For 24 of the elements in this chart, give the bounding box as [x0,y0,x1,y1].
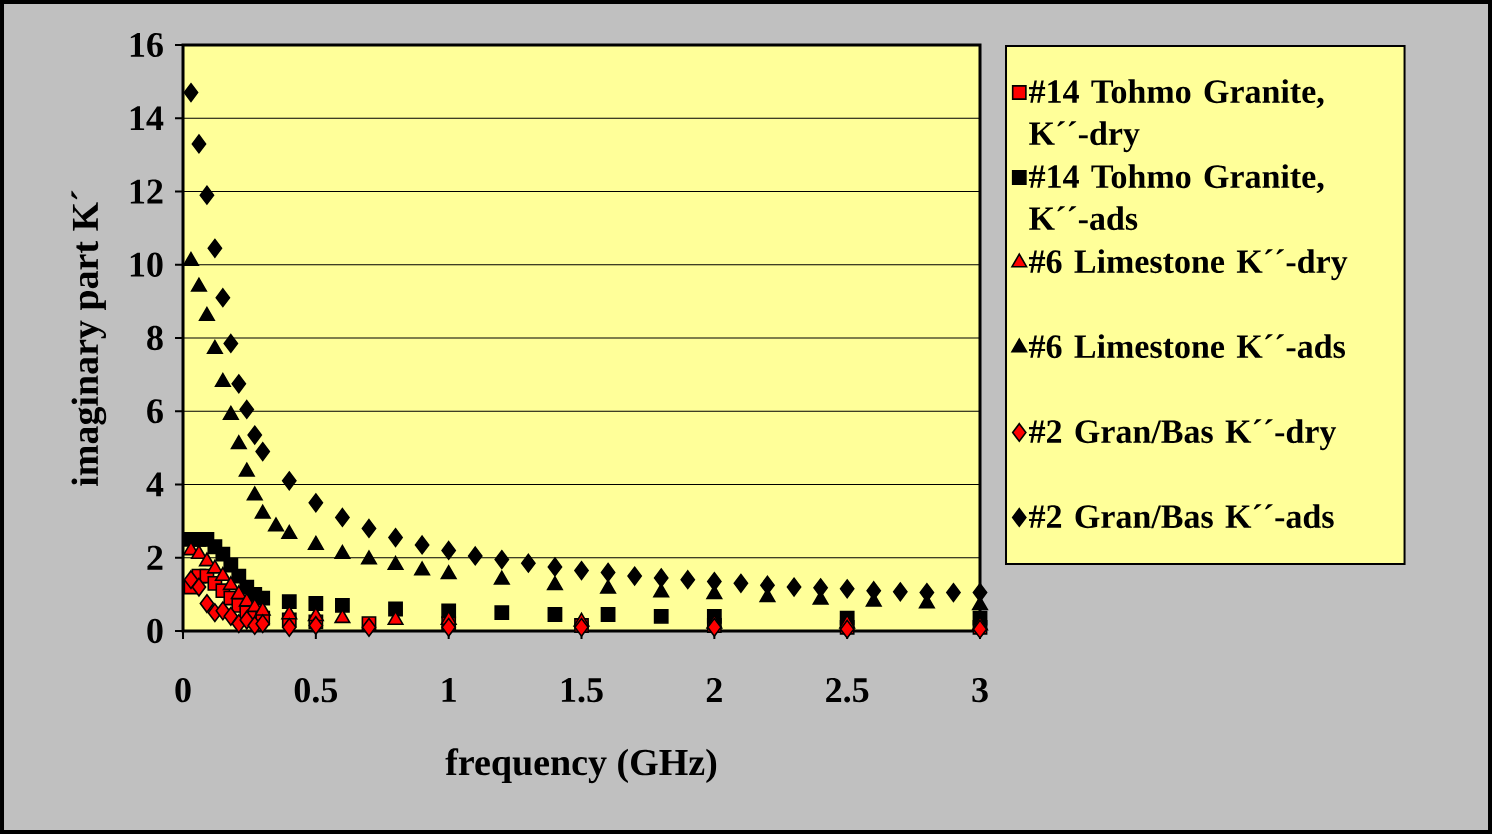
x-tick-label: 2 [706,678,722,702]
y-tick-label: 0 [147,618,163,644]
y-axis-title: imaginary part K´ [71,190,107,486]
x-axis-title: frequency (GHz) [445,748,717,784]
x-tick-label: 1 [442,678,456,702]
x-tick-label: 1.5 [561,678,603,703]
y-tick-label: 6 [147,399,163,424]
y-tick-label: 4 [146,472,164,497]
y-tick-label: 16 [130,32,163,58]
x-tick-label: 0.5 [294,678,338,703]
legend-label: #6 Limestone K´´-ads [1028,334,1345,359]
legend-label: #14 Tohmo Granite, K´´-dry [1028,79,1324,153]
y-tick-label: 10 [130,252,163,277]
legend-label: #6 Limestone K´´-dry [1028,249,1348,281]
x-tick-label: 3 [972,678,988,703]
y-tick-label: 2 [147,545,163,570]
legend-label: #2 Gran/Bas K´´-dry [1028,419,1337,451]
x-tick-label: 0 [175,678,191,703]
y-tick-label: 14 [130,106,164,131]
legend-label: #14 Tohmo Granite, K´´-ads [1028,164,1324,231]
x-tick-label: 2.5 [826,678,869,703]
legend-label: #2 Gran/Bas K´´-ads [1028,504,1334,529]
y-tick-label: 8 [147,325,163,351]
y-tick-label: 12 [130,179,163,204]
